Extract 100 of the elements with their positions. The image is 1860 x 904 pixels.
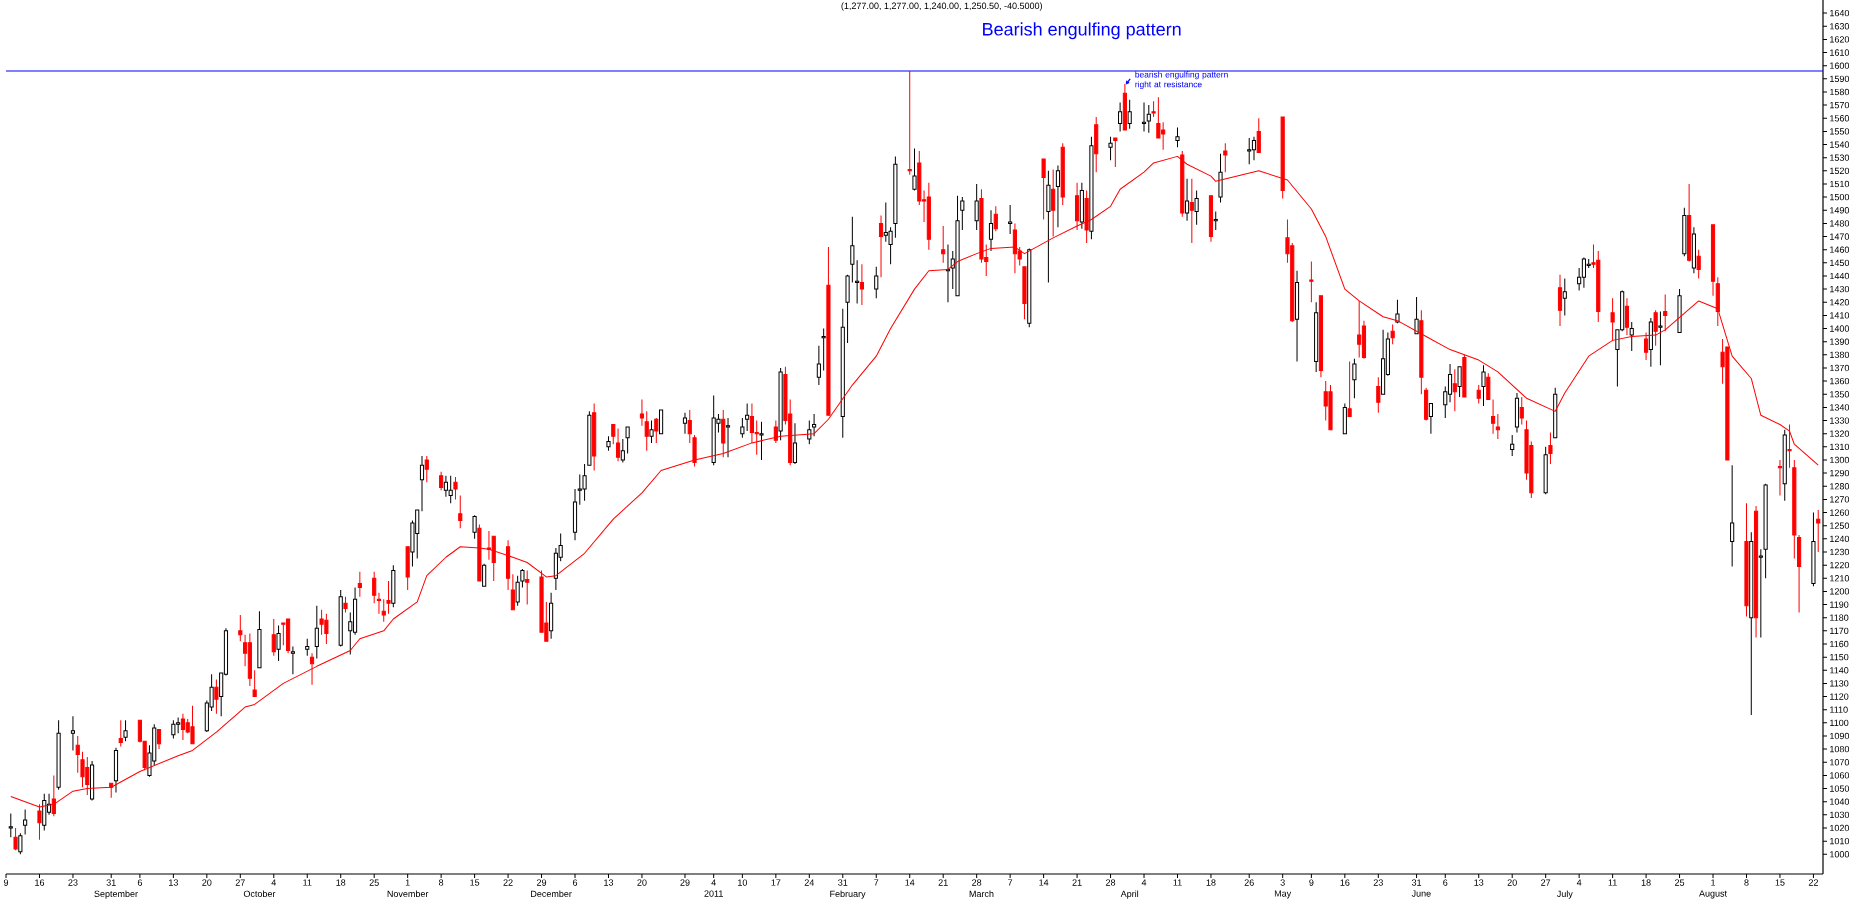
x-tick-label: 7 bbox=[874, 879, 879, 886]
y-tick-label: 1260 bbox=[1830, 509, 1850, 516]
x2-tick-label: June bbox=[1411, 890, 1431, 897]
y-tick-label: 1320 bbox=[1830, 430, 1850, 437]
y-tick-label: 1110 bbox=[1830, 706, 1848, 713]
x2-tick-label: April bbox=[1120, 890, 1139, 899]
x-tick-label: 26 bbox=[1244, 879, 1254, 886]
annotation: bearish engulfing pattern right at resistance bbox=[1135, 71, 1228, 89]
y-tick-label: 1480 bbox=[1830, 220, 1850, 227]
x-tick-label: 25 bbox=[1674, 879, 1685, 886]
y-tick-label: 1160 bbox=[1830, 640, 1849, 648]
x-tick-label: 4 bbox=[271, 879, 277, 886]
x2-tick-label: October bbox=[243, 890, 276, 897]
x-tick-label: 7 bbox=[1008, 879, 1013, 886]
x2-tick-label: November bbox=[387, 890, 429, 897]
y-tick-label: 1440 bbox=[1830, 272, 1850, 280]
x2-tick-label: 2011 bbox=[704, 890, 723, 897]
x-tick-label: 16 bbox=[1340, 879, 1350, 886]
y-tick-label: 1510 bbox=[1830, 180, 1850, 188]
y-tick-label: 1400 bbox=[1830, 325, 1850, 332]
chart-subtitle: (1,277.00, 1,277.00, 1,240.00, 1,250.50, -40.5000) bbox=[841, 2, 1043, 11]
x2-tick-label: August bbox=[1699, 890, 1727, 899]
x-tick-label: 13 bbox=[604, 879, 614, 886]
x-tick-label: 29 bbox=[536, 879, 547, 886]
x-tick-label: 18 bbox=[1206, 879, 1216, 886]
x-tick-label: 16 bbox=[35, 879, 45, 886]
y-tick-label: 1380 bbox=[1830, 351, 1850, 359]
y-tick-label: 1360 bbox=[1830, 377, 1850, 385]
y-tick-label: 1030 bbox=[1830, 811, 1850, 819]
x-tick-label: 15 bbox=[1775, 879, 1785, 886]
x-tick-label: 31 bbox=[106, 879, 116, 886]
x-tick-label: 9 bbox=[1309, 879, 1314, 886]
x-tick-label: 14 bbox=[1039, 879, 1049, 886]
x-tick-label: 10 bbox=[738, 879, 748, 886]
x2-tick-label: May bbox=[1274, 890, 1292, 899]
y-tick-label: 1050 bbox=[1830, 785, 1850, 792]
y-tick-label: 1240 bbox=[1830, 535, 1850, 543]
text: Bearish engulfing pattern bbox=[983, 22, 1181, 40]
x-tick-label: 20 bbox=[1507, 879, 1517, 886]
x-tick-label: 9 bbox=[3, 879, 9, 886]
y-tick-label: 1450 bbox=[1830, 259, 1850, 267]
y-tick-label: 1210 bbox=[1830, 575, 1850, 582]
x-tick-label: 6 bbox=[1443, 879, 1448, 886]
y-tick-label: 1390 bbox=[1830, 338, 1850, 345]
x-tick-label: 20 bbox=[637, 879, 647, 886]
x-tick-label: 17 bbox=[771, 879, 781, 886]
x-tick-label: 28 bbox=[1105, 879, 1116, 886]
y-tick-label: 1280 bbox=[1830, 483, 1850, 490]
y-tick-label: 1460 bbox=[1830, 246, 1850, 253]
y-tick-label: 1530 bbox=[1830, 154, 1850, 161]
y-tick-label: 1270 bbox=[1830, 496, 1850, 503]
y-tick-label: 1370 bbox=[1830, 364, 1850, 372]
y-tick-label: 1000 bbox=[1830, 851, 1850, 858]
y-tick-label: 1640 bbox=[1830, 9, 1850, 17]
y-tick-label: 1600 bbox=[1830, 62, 1850, 69]
x-tick-label: 3 bbox=[1280, 879, 1285, 886]
y-tick-label: 1020 bbox=[1830, 824, 1850, 832]
x-tick-label: 6 bbox=[572, 879, 578, 886]
y-tick-label: 1120 bbox=[1830, 693, 1849, 700]
y-tick-label: 1500 bbox=[1830, 193, 1850, 201]
y-tick-label: 1200 bbox=[1830, 588, 1850, 595]
x-tick-label: 13 bbox=[1474, 879, 1484, 886]
x-tick-label: 11 bbox=[1608, 879, 1617, 886]
x-tick-label: 21 bbox=[1072, 879, 1082, 886]
y-tick-label: 1470 bbox=[1830, 233, 1850, 240]
y-tick-label: 1040 bbox=[1830, 798, 1850, 805]
y-tick-label: 1170 bbox=[1830, 627, 1849, 635]
y-tick-label: 1550 bbox=[1830, 128, 1850, 135]
y-tick-label: 1560 bbox=[1830, 115, 1850, 122]
y-tick-label: 1130 bbox=[1830, 680, 1849, 687]
y-tick-label: 1610 bbox=[1830, 49, 1850, 56]
x-tick-label: 18 bbox=[336, 879, 346, 886]
y-tick-label: 1090 bbox=[1830, 732, 1850, 740]
x-tick-label: 20 bbox=[202, 879, 212, 886]
y-tick-label: 1410 bbox=[1830, 312, 1850, 319]
y-tick-label: 1590 bbox=[1830, 75, 1850, 83]
y-tick-label: 1630 bbox=[1830, 23, 1850, 30]
x-tick-label: 23 bbox=[1373, 879, 1383, 886]
x2-tick-label: December bbox=[531, 890, 572, 897]
x-tick-label: 31 bbox=[1411, 879, 1422, 886]
x-tick-label: 8 bbox=[439, 879, 444, 886]
y-tick-label: 1230 bbox=[1830, 548, 1850, 556]
x-tick-label: 27 bbox=[1541, 879, 1551, 886]
y-tick-label: 1330 bbox=[1830, 417, 1850, 424]
x2-tick-label: July bbox=[1556, 890, 1573, 899]
x-tick-label: 24 bbox=[804, 879, 815, 886]
x-tick-label: 4 bbox=[1141, 879, 1147, 886]
x2-tick-label: March bbox=[969, 890, 994, 897]
x-tick-label: 6 bbox=[137, 879, 142, 886]
y-tick-label: 1250 bbox=[1830, 522, 1850, 529]
x-tick-label: 29 bbox=[680, 879, 690, 886]
x2-tick-label: February bbox=[830, 890, 866, 899]
y-tick-label: 1490 bbox=[1830, 207, 1850, 214]
y-tick-label: 1150 bbox=[1830, 653, 1849, 661]
x-tick-label: 25 bbox=[369, 879, 379, 886]
y-tick-label: 1570 bbox=[1830, 101, 1850, 109]
y-tick-label: 1220 bbox=[1830, 561, 1850, 569]
x-tick-label: 23 bbox=[68, 879, 78, 886]
y-tick-label: 1100 bbox=[1830, 719, 1849, 727]
y-tick-label: 1540 bbox=[1830, 141, 1850, 148]
